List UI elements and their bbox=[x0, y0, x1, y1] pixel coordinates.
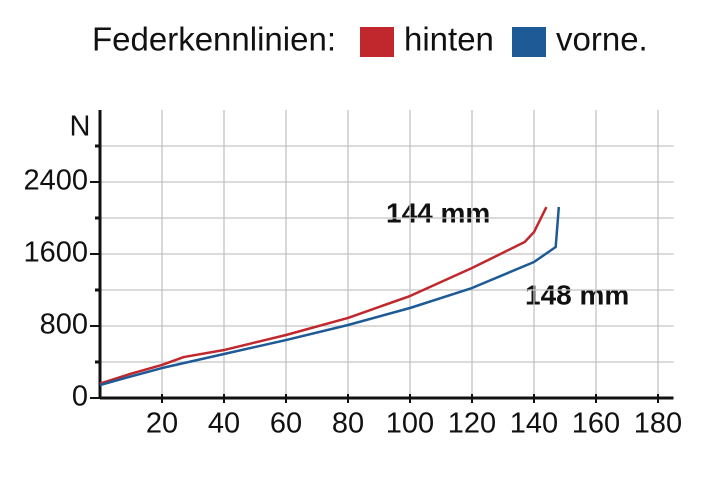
legend-swatch bbox=[512, 27, 546, 57]
y-tick-label: 0 bbox=[72, 381, 88, 413]
x-tick-label: 20 bbox=[146, 408, 178, 440]
legend-label: vorne. bbox=[556, 21, 648, 58]
annotation: 148 mm bbox=[525, 279, 629, 310]
x-tick-label: 40 bbox=[208, 408, 240, 440]
x-tick-label: 100 bbox=[386, 408, 434, 440]
x-tick-label: 140 bbox=[510, 408, 558, 440]
chart-title: Federkennlinien: bbox=[92, 21, 336, 58]
x-tick-label: 80 bbox=[332, 408, 364, 440]
series-line bbox=[99, 206, 561, 387]
x-tick-label: 160 bbox=[572, 408, 620, 440]
series-line bbox=[99, 206, 548, 385]
y-tick-label: 800 bbox=[40, 309, 88, 341]
legend-label: hinten bbox=[404, 21, 494, 58]
x-tick-label: 120 bbox=[448, 408, 496, 440]
y-tick-label: 2400 bbox=[23, 165, 88, 197]
y-axis-label: N bbox=[70, 111, 91, 143]
annotation: 144 mm bbox=[386, 197, 490, 228]
x-tick-label: 180 bbox=[634, 408, 682, 440]
y-tick-label: 1600 bbox=[23, 237, 88, 269]
x-tick-label: 60 bbox=[270, 408, 302, 440]
legend-swatch bbox=[360, 27, 394, 57]
